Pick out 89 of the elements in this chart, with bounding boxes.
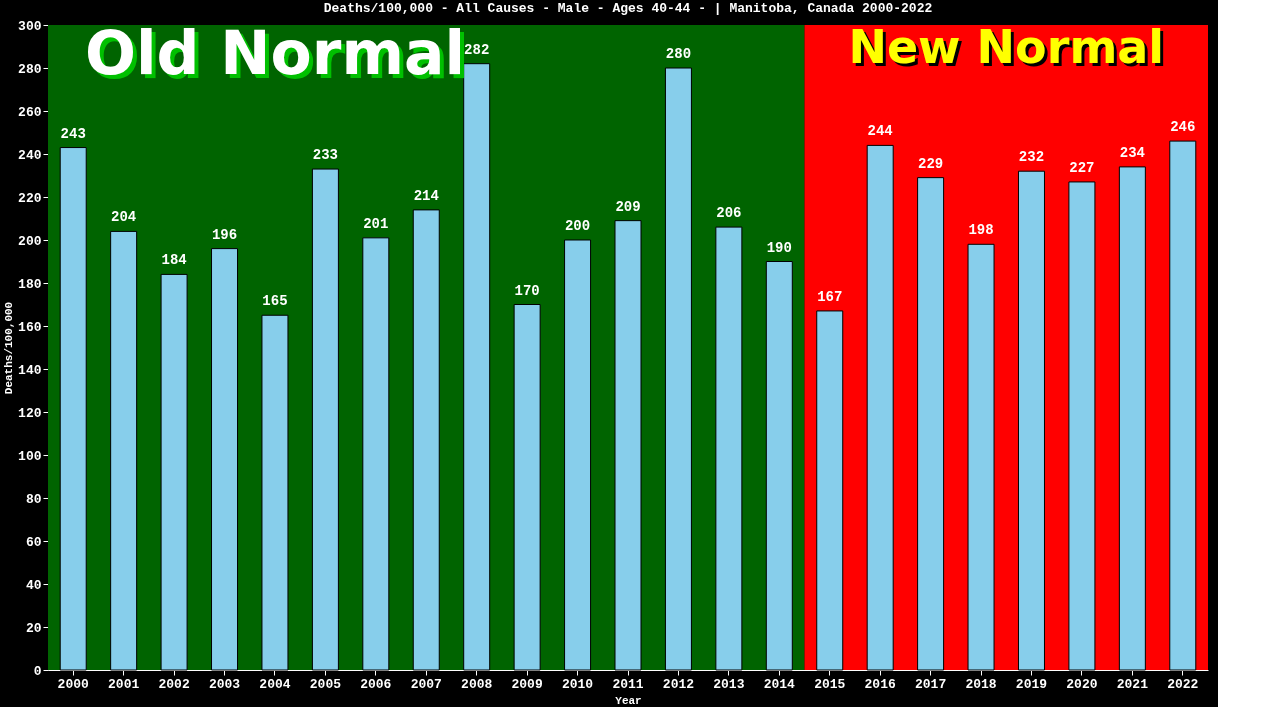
- y-tick-label: 180: [18, 276, 42, 292]
- y-tick-label: 100: [18, 448, 42, 464]
- x-tick-label: 2006: [360, 676, 392, 692]
- x-tick-label: 2008: [461, 676, 493, 692]
- y-tick-label: 200: [18, 233, 42, 249]
- x-tick-label: 2020: [1066, 676, 1098, 692]
- bar: [110, 230, 138, 671]
- x-tick-label: 2022: [1167, 676, 1199, 692]
- y-tick-label: 280: [18, 61, 42, 77]
- x-tick-label: 2014: [763, 676, 796, 692]
- y-axis-title: Deaths/100,000: [3, 301, 16, 395]
- bar: [261, 314, 289, 671]
- y-tick-label: 20: [25, 620, 42, 636]
- data-label: 200: [564, 218, 591, 234]
- bar: [917, 177, 945, 671]
- data-label: 232: [1018, 149, 1045, 166]
- x-tick-label: 2010: [561, 676, 594, 692]
- bar: [362, 237, 390, 671]
- bar: [564, 239, 592, 671]
- bar: [664, 67, 692, 671]
- x-tick-label: 2015: [814, 676, 846, 692]
- data-label: 280: [665, 46, 692, 62]
- bar: [1169, 140, 1197, 671]
- y-tick-label: 0: [33, 663, 42, 679]
- data-label: 206: [716, 205, 742, 222]
- data-label: 190: [766, 239, 792, 256]
- x-tick-label: 2013: [713, 676, 745, 692]
- y-tick-label: 80: [25, 491, 42, 507]
- data-label: 170: [514, 282, 540, 299]
- x-tick-label: 2018: [965, 676, 997, 692]
- data-label: 246: [1170, 119, 1196, 136]
- chart-title: Deaths/100,000 - All Causes - Male - Ages 40-44 - | Manitoba, Canada 2000-2022: [323, 1, 933, 16]
- x-tick-label: 2021: [1116, 676, 1149, 692]
- data-label: 229: [918, 155, 944, 172]
- y-tick-label: 140: [18, 362, 42, 378]
- y-tick-label: 60: [25, 534, 42, 550]
- data-label: 165: [262, 293, 288, 310]
- bar: [816, 310, 844, 671]
- bar: [967, 243, 995, 671]
- y-tick-label: 300: [18, 18, 42, 34]
- y-tick-label: 260: [18, 104, 42, 120]
- bar: [614, 220, 642, 671]
- data-label: 243: [60, 125, 86, 142]
- bar: [1118, 166, 1146, 671]
- x-tick-label: 2007: [410, 676, 442, 692]
- x-tick-label: 2017: [915, 676, 947, 692]
- data-label: 214: [413, 187, 439, 204]
- bar: [1068, 181, 1096, 671]
- bar: [160, 273, 188, 671]
- data-label: 233: [312, 147, 338, 164]
- data-label: 196: [211, 226, 238, 243]
- bar: [211, 248, 239, 671]
- x-tick-label: 2000: [57, 676, 90, 692]
- x-tick-label: 2001: [108, 676, 140, 692]
- y-tick-label: 240: [18, 147, 42, 163]
- band-label: New Normal: [851, 23, 1168, 77]
- data-label: 204: [111, 209, 137, 226]
- bar: [513, 304, 541, 671]
- data-label: 184: [161, 252, 187, 269]
- bar: [311, 168, 339, 671]
- data-label: 198: [968, 222, 994, 239]
- y-tick-label: 220: [18, 190, 42, 206]
- x-tick-label: 2005: [309, 676, 342, 692]
- data-label: 209: [615, 198, 641, 215]
- x-tick-label: 2004: [259, 676, 291, 692]
- x-tick-label: 2012: [662, 676, 695, 692]
- y-tick-label: 120: [18, 405, 42, 421]
- data-label: 282: [464, 41, 490, 58]
- data-label: 234: [1119, 144, 1145, 161]
- bar: [1017, 170, 1045, 671]
- x-axis-title: Year: [615, 694, 642, 707]
- x-tick-label: 2011: [612, 676, 644, 692]
- data-label: 227: [1069, 159, 1095, 176]
- x-tick-label: 2003: [208, 676, 241, 692]
- x-tick-label: 2009: [511, 676, 543, 692]
- bar: [765, 261, 793, 671]
- y-tick-label: 40: [25, 577, 42, 593]
- data-label: 201: [363, 215, 389, 232]
- x-tick-label: 2002: [158, 676, 190, 692]
- bar: [715, 226, 743, 671]
- y-tick-label: 160: [18, 319, 42, 335]
- bar: [866, 144, 894, 671]
- x-tick-label: 2016: [864, 676, 896, 692]
- data-label: 167: [817, 288, 843, 305]
- bar: [59, 147, 87, 671]
- bar: [463, 63, 491, 671]
- data-label: 244: [867, 123, 893, 140]
- x-tick-label: 2019: [1015, 676, 1048, 692]
- bar: [412, 209, 440, 671]
